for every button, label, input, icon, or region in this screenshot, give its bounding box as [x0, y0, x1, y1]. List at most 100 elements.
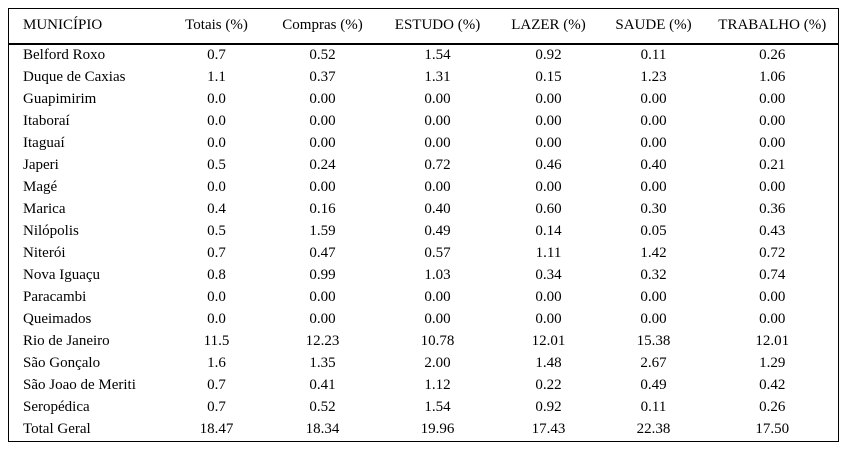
value-cell: 0.52: [309, 399, 336, 415]
value-cell: 0.0: [207, 311, 226, 327]
municipality-cell: Guapimirim: [23, 91, 97, 107]
value-cell: 0.00: [309, 311, 336, 327]
table-row: Total Geral 18.47 18.34 19.96 17.43 22.38 17.5…: [9, 419, 839, 442]
value-cell: 0.00: [424, 135, 451, 151]
value-cell: 0.92: [535, 47, 562, 63]
value-cell: 0.00: [759, 311, 786, 327]
value-cell: 0.8: [207, 267, 226, 283]
value-cell: 0.37: [309, 69, 336, 85]
value-cell: 18.47: [199, 421, 234, 437]
value-cell: 0.21: [759, 157, 786, 173]
value-cell: 0.00: [309, 113, 336, 129]
column-header-4: LAZER (%): [496, 8, 601, 45]
value-cell: 1.31: [424, 69, 451, 85]
municipality-cell: Queimados: [23, 311, 92, 327]
value-cell: 0.05: [640, 223, 667, 239]
value-cell: 0.00: [309, 135, 336, 151]
value-cell: 0.00: [759, 113, 786, 129]
value-cell: 2.00: [424, 355, 451, 371]
value-cell: 0.5: [207, 223, 226, 239]
value-cell: 0.00: [759, 91, 786, 107]
value-cell: 0.0: [207, 135, 226, 151]
value-cell: 0.36: [759, 201, 786, 217]
value-cell: 18.34: [305, 421, 340, 437]
municipality-cell: Seropédica: [23, 399, 90, 415]
value-cell: 0.41: [309, 377, 336, 393]
value-cell: 1.54: [424, 47, 451, 63]
value-cell: 12.23: [305, 333, 340, 349]
table-row: Itaboraí 0.0 0.00 0.00 0.00 0.00 0.00: [9, 111, 839, 133]
table-row: Queimados 0.0 0.00 0.00 0.00 0.00 0.00: [9, 309, 839, 331]
value-cell: 0.42: [759, 377, 786, 393]
value-cell: 0.0: [207, 179, 226, 195]
table-row: Seropédica 0.7 0.52 1.54 0.92 0.11 0.26: [9, 397, 839, 419]
table-row: Paracambi 0.0 0.00 0.00 0.00 0.00 0.00: [9, 287, 839, 309]
value-cell: 0.00: [640, 91, 667, 107]
municipality-cell: São Gonçalo: [23, 355, 101, 371]
municipality-cell: Magé: [23, 179, 58, 195]
value-cell: 0.26: [759, 47, 786, 63]
municipality-cell: Belford Roxo: [23, 47, 106, 63]
value-cell: 0.00: [535, 179, 562, 195]
value-cell: 1.23: [640, 69, 667, 85]
column-header-6: TRABALHO (%): [706, 8, 839, 45]
table-header-row: MUNICÍPIO Totais (%) Compras (%) ESTUDO (%)…: [8, 8, 839, 45]
value-cell: 12.01: [531, 333, 566, 349]
value-cell: 0.7: [207, 399, 226, 415]
value-cell: 0.49: [640, 377, 667, 393]
value-cell: 0.46: [535, 157, 562, 173]
value-cell: 22.38: [636, 421, 671, 437]
value-cell: 1.42: [640, 245, 667, 261]
value-cell: 11.5: [203, 333, 230, 349]
value-cell: 0.00: [424, 289, 451, 305]
value-cell: 0.00: [640, 113, 667, 129]
value-cell: 0.00: [640, 179, 667, 195]
value-cell: 0.43: [759, 223, 786, 239]
value-cell: 0.00: [424, 179, 451, 195]
value-cell: 0.99: [309, 267, 336, 283]
value-cell: 0.47: [309, 245, 336, 261]
value-cell: 0.5: [207, 157, 226, 173]
table-row: Duque de Caxias 1.1 0.37 1.31 0.15 1.23 1.06: [9, 67, 839, 89]
value-cell: 19.96: [420, 421, 455, 437]
table-row: Rio de Janeiro 11.5 12.23 10.78 12.01 15.38 12…: [9, 331, 839, 353]
value-cell: 0.0: [207, 113, 226, 129]
value-cell: 0.14: [535, 223, 562, 239]
value-cell: 1.06: [759, 69, 786, 85]
value-cell: 0.0: [207, 289, 226, 305]
value-cell: 0.00: [424, 311, 451, 327]
column-header-2: Compras (%): [266, 8, 379, 45]
value-cell: 0.26: [759, 399, 786, 415]
value-cell: 0.15: [535, 69, 562, 85]
value-cell: 0.00: [640, 135, 667, 151]
value-cell: 0.57: [424, 245, 451, 261]
value-cell: 1.11: [535, 245, 562, 261]
value-cell: 1.48: [535, 355, 562, 371]
value-cell: 1.54: [424, 399, 451, 415]
value-cell: 0.00: [535, 135, 562, 151]
value-cell: 0.00: [535, 113, 562, 129]
value-cell: 1.6: [207, 355, 226, 371]
table-row: Niterói 0.7 0.47 0.57 1.11 1.42 0.72: [9, 243, 839, 265]
table-row: Nova Iguaçu 0.8 0.99 1.03 0.34 0.32 0.74: [9, 265, 839, 287]
value-cell: 0.34: [535, 267, 562, 283]
value-cell: 0.7: [207, 47, 226, 63]
value-cell: 0.74: [759, 267, 786, 283]
value-cell: 0.40: [640, 157, 667, 173]
value-cell: 0.4: [207, 201, 226, 217]
municipality-cell: Marica: [23, 201, 66, 217]
column-header-municipio: MUNICÍPIO: [8, 8, 167, 45]
value-cell: 0.00: [759, 289, 786, 305]
municipality-cell: Japeri: [23, 157, 59, 173]
value-cell: 1.59: [309, 223, 336, 239]
column-header-1: Totais (%): [166, 8, 267, 45]
value-cell: 0.00: [535, 311, 562, 327]
value-cell: 0.00: [309, 179, 336, 195]
value-cell: 0.92: [535, 399, 562, 415]
table-header: MUNICÍPIO Totais (%) Compras (%) ESTUDO (%)…: [8, 8, 839, 45]
value-cell: 15.38: [636, 333, 671, 349]
municipality-cell: Nova Iguaçu: [23, 267, 101, 283]
value-cell: 0.72: [759, 245, 786, 261]
table-row: Magé 0.0 0.00 0.00 0.00 0.00 0.00: [9, 177, 839, 199]
